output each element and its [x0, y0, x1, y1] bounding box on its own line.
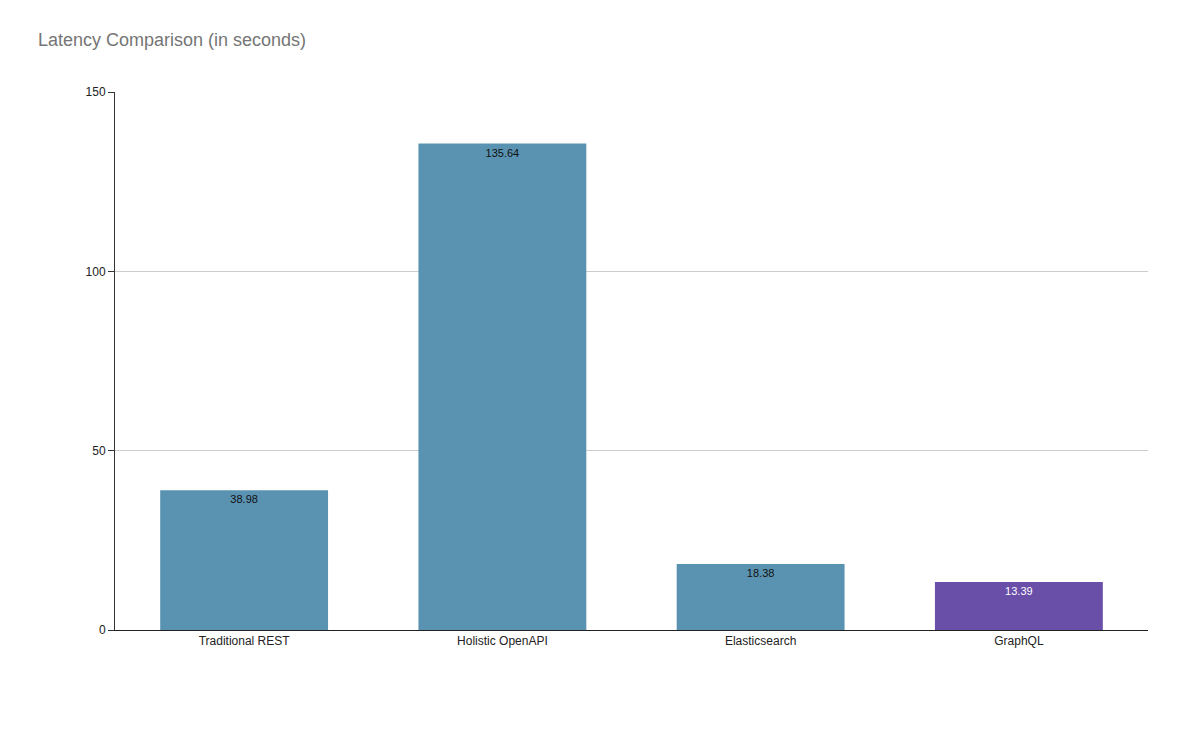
svg-text:Elasticsearch: Elasticsearch — [725, 634, 796, 648]
svg-text:38.98: 38.98 — [230, 493, 258, 505]
svg-text:135.64: 135.64 — [486, 147, 520, 159]
svg-text:50: 50 — [92, 444, 106, 458]
svg-text:Holistic OpenAPI: Holistic OpenAPI — [457, 634, 548, 648]
svg-text:0: 0 — [99, 623, 106, 637]
svg-text:Latency Comparison (in seconds: Latency Comparison (in seconds) — [38, 30, 306, 50]
svg-text:Traditional REST: Traditional REST — [199, 634, 291, 648]
svg-text:18.38: 18.38 — [747, 567, 775, 579]
svg-text:GraphQL: GraphQL — [994, 634, 1044, 648]
svg-text:100: 100 — [86, 265, 106, 279]
svg-text:13.39: 13.39 — [1005, 585, 1033, 597]
svg-text:150: 150 — [86, 85, 106, 99]
